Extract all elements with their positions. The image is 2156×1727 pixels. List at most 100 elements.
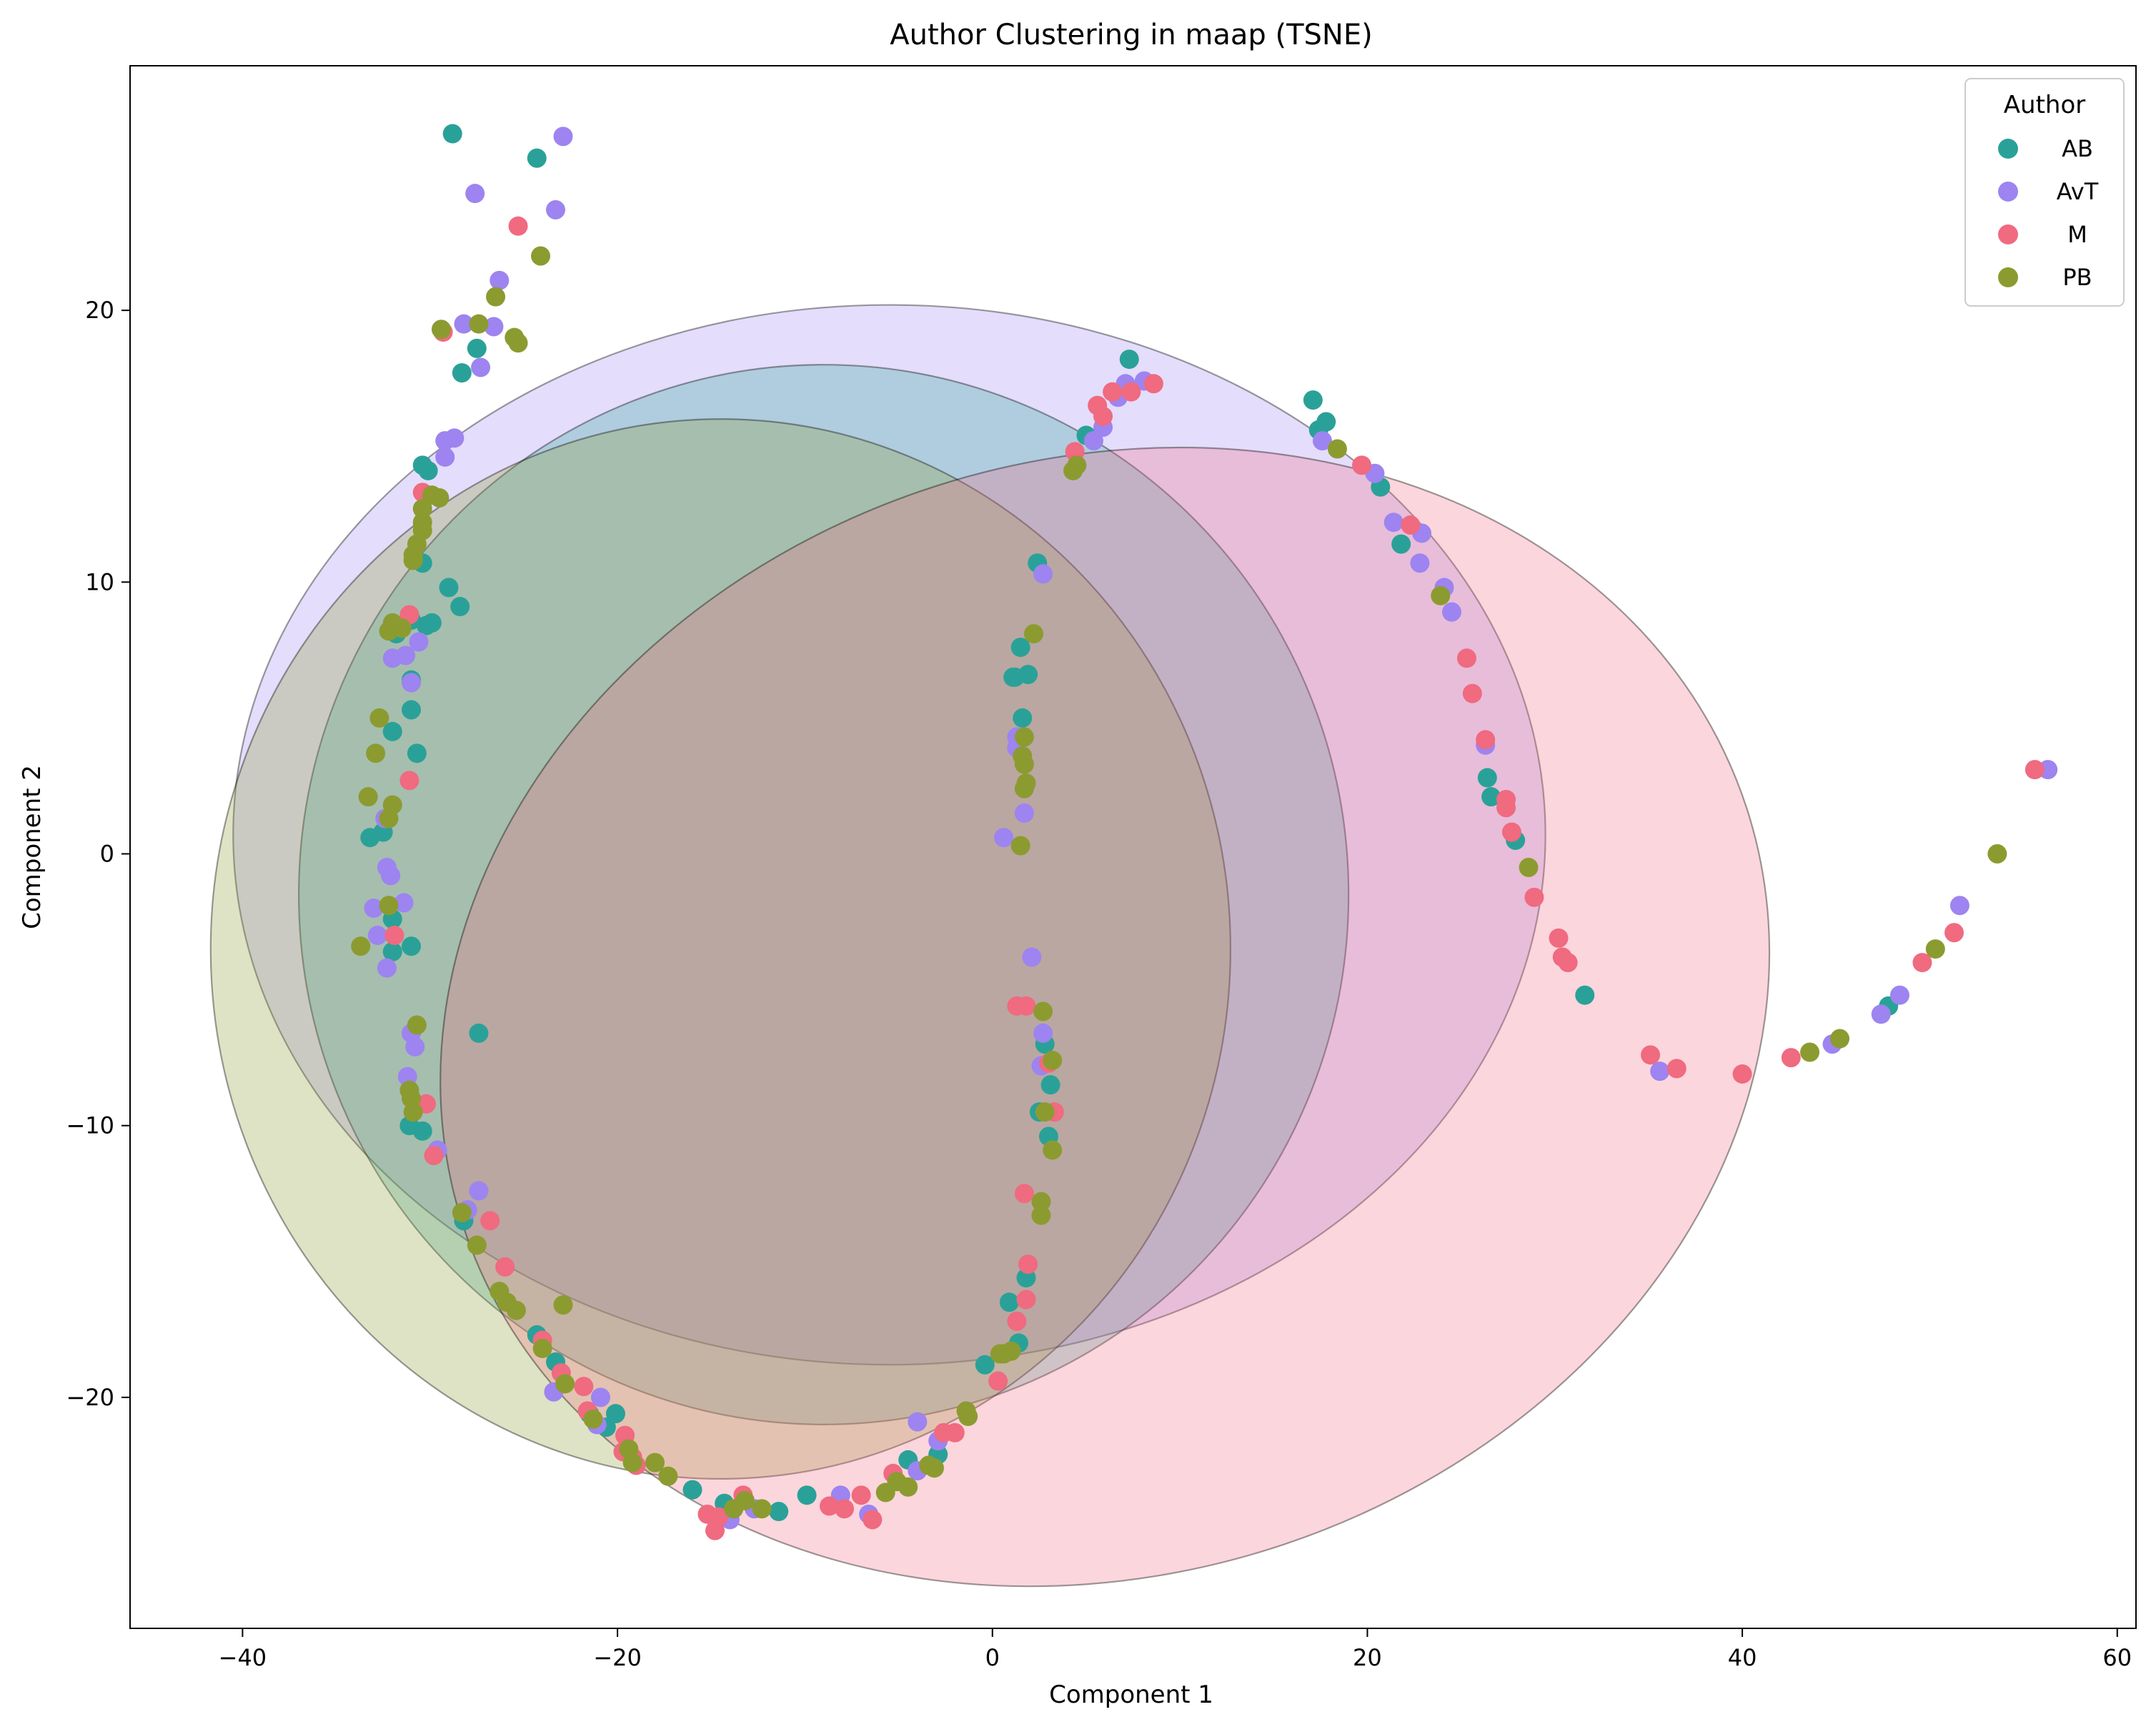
point-pb: [1031, 1205, 1051, 1225]
point-ab: [999, 1292, 1019, 1312]
point-pb: [555, 1374, 575, 1394]
point-avt: [402, 673, 422, 693]
legend-marker-avt: [1998, 182, 2018, 202]
y-tick-label: −20: [66, 1384, 114, 1411]
point-ab: [975, 1355, 995, 1375]
point-pb: [1830, 1029, 1850, 1049]
point-ab: [360, 828, 380, 848]
point-pb: [1035, 1102, 1055, 1122]
point-m: [1496, 798, 1516, 818]
point-m: [1014, 1184, 1034, 1204]
point-ab: [439, 578, 459, 598]
point-pb: [369, 708, 389, 728]
point-avt: [377, 958, 397, 978]
point-m: [863, 1510, 883, 1530]
point-pb: [407, 1015, 427, 1035]
point-m: [384, 926, 404, 946]
chart-title: Author Clustering in maap (TSNE): [890, 19, 1372, 51]
point-ab: [1481, 787, 1501, 807]
point-pb: [429, 488, 449, 508]
y-tick-label: 20: [85, 297, 114, 324]
point-avt: [405, 1036, 425, 1057]
x-tick-label: −40: [219, 1644, 267, 1671]
point-m: [709, 1507, 729, 1527]
point-ab: [422, 613, 442, 633]
point-m: [1016, 1290, 1036, 1310]
point-m: [1732, 1064, 1752, 1084]
y-tick-label: 0: [100, 841, 114, 868]
point-pb: [403, 550, 423, 570]
point-pb: [1014, 727, 1034, 747]
point-m: [1944, 923, 1964, 943]
plot-area: −40 −20 0 20 40 60 −20 −10 0 10 20: [66, 65, 2137, 1671]
x-tick-label: 60: [2102, 1644, 2132, 1671]
series-pb: [351, 246, 2007, 1519]
point-pb: [358, 787, 378, 807]
legend-marker-ab: [1998, 139, 2018, 159]
point-avt: [469, 1181, 489, 1201]
point-m: [1016, 996, 1036, 1016]
point-m: [1462, 683, 1482, 703]
point-m: [1121, 382, 1141, 402]
point-m: [988, 1371, 1008, 1391]
point-pb: [1067, 455, 1087, 475]
point-m: [399, 771, 419, 791]
point-pb: [469, 314, 489, 334]
point-ab: [1575, 985, 1595, 1005]
legend-label-pb: PB: [2062, 264, 2092, 291]
legend-title: Author: [2004, 91, 2085, 119]
point-m: [1352, 455, 1372, 475]
point-ab: [797, 1485, 817, 1505]
point-ab: [1391, 534, 1411, 554]
point-pb: [431, 320, 451, 340]
point-pb: [1001, 1341, 1021, 1361]
plot-frame: [129, 65, 2137, 1629]
point-pb: [622, 1453, 642, 1473]
point-ab: [1040, 1075, 1060, 1095]
legend: Author AB AvT M PB: [1964, 78, 2125, 307]
legend-marker-pb: [1998, 267, 2018, 287]
point-pb: [1023, 624, 1043, 644]
point-avt: [1083, 431, 1103, 451]
x-axis-label: Component 1: [1049, 1681, 1213, 1709]
point-pb: [1925, 939, 1945, 959]
point-pb: [645, 1453, 665, 1473]
point-m: [480, 1211, 500, 1231]
x-axis-ticks: −40 −20 0 20 40 60: [219, 1628, 2132, 1671]
point-ab: [407, 743, 427, 763]
point-pb: [412, 499, 432, 519]
legend-label-avt: AvT: [2057, 178, 2099, 205]
point-pb: [1431, 585, 1451, 605]
point-pb: [379, 621, 399, 641]
point-ab: [682, 1480, 702, 1500]
point-pb: [583, 1409, 603, 1429]
point-pb: [403, 1102, 423, 1122]
point-ab: [382, 721, 402, 741]
point-pb: [467, 1235, 487, 1255]
point-ab: [467, 338, 487, 358]
y-axis-label: Component 2: [18, 765, 46, 929]
point-m: [1558, 953, 1578, 973]
point-pb: [532, 1338, 552, 1358]
point-avt: [382, 648, 402, 668]
point-pb: [1327, 439, 1347, 459]
point-m: [945, 1422, 965, 1443]
point-m: [574, 1377, 594, 1397]
point-avt: [553, 127, 573, 147]
point-pb: [1519, 858, 1539, 878]
point-m: [1103, 382, 1123, 402]
point-avt: [1871, 1004, 1891, 1024]
point-m: [1007, 1311, 1027, 1331]
point-pb: [735, 1490, 755, 1510]
point-pb: [1033, 1001, 1053, 1021]
point-ab: [452, 363, 472, 383]
point-pb: [898, 1477, 918, 1497]
point-ab: [605, 1404, 625, 1424]
point-m: [1456, 648, 1476, 668]
point-avt: [1889, 985, 1909, 1005]
point-m: [1524, 887, 1544, 907]
point-pb: [486, 287, 506, 307]
point-avt: [1022, 947, 1042, 967]
point-ab: [382, 941, 402, 961]
point-avt: [1383, 513, 1404, 533]
